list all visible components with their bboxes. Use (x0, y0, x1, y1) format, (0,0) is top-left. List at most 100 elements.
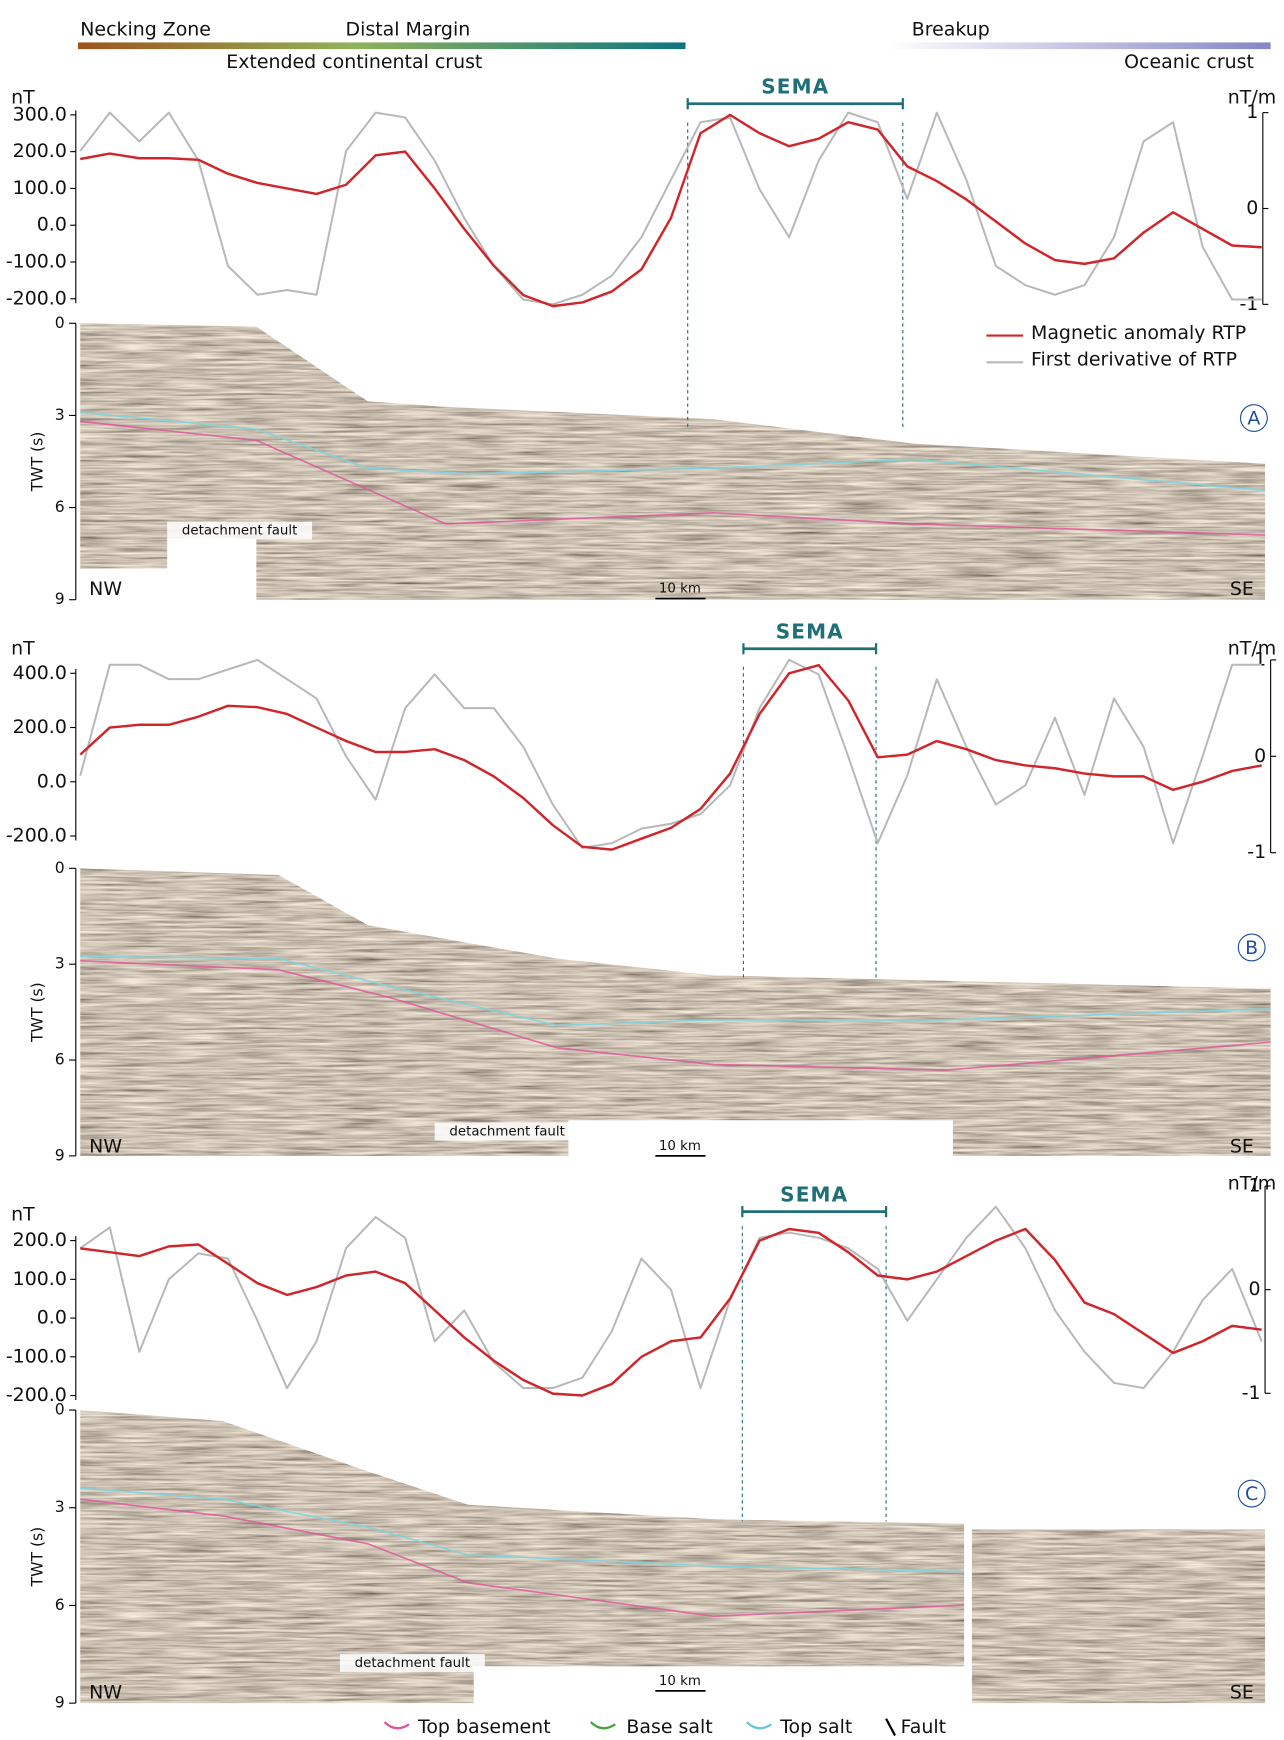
panel-letter: C (1245, 1483, 1258, 1505)
y2-axis-label: nT/m (1228, 637, 1276, 659)
y-tick-label: 200.0 (13, 1229, 67, 1251)
y-tick-label: 3 (55, 406, 65, 424)
direction-label: NW (89, 1135, 122, 1157)
y2-tick-label: 0 (1254, 745, 1266, 767)
series-line (79, 663, 1262, 851)
y2-axis-label: nT/m (1228, 87, 1276, 109)
bottom-legend: Top basement Base salt Top salt Fault (383, 1716, 946, 1738)
panel-letter: A (1247, 408, 1260, 430)
annotation-box (339, 1654, 485, 1672)
y-tick-label: 3 (55, 1498, 65, 1516)
series-line (79, 1205, 1263, 1390)
panel: 0 3 6 9 TWT (s) NW SE 10 km detachment fault SEMA… (6, 75, 1276, 609)
y-tick-label: 300.0 (13, 103, 67, 125)
scale-bar-label: 10 km (659, 1139, 701, 1154)
y-tick-label: 0.0 (37, 1307, 67, 1329)
y-axis-label: TWT (s) (28, 1527, 46, 1588)
y-tick-label: 6 (55, 1051, 65, 1069)
y-tick-label: -100.0 (6, 250, 67, 272)
direction-label: SE (1230, 1135, 1254, 1157)
legend-label: Top salt (779, 1716, 852, 1738)
legend-label: Fault (901, 1716, 946, 1738)
panel-letter-circle (1237, 933, 1266, 962)
y2-tick-label: -1 (1247, 841, 1266, 863)
y-axis-label: nT (11, 1203, 35, 1225)
sema-label: SEMA (780, 1183, 848, 1207)
annotation: detachment fault (355, 1656, 470, 1671)
y-tick-label: 400.0 (13, 662, 67, 684)
panel: 0 3 6 9 TWT (s) NW SE 10 km detachment fault SEMA… (6, 620, 1276, 1165)
header: Necking Zone Distal Margin Breakup Exten… (78, 19, 1271, 73)
y2-tick-label: -1 (1239, 293, 1258, 315)
y-tick-label: 9 (55, 1146, 65, 1164)
y-axis-label: TWT (s) (28, 432, 46, 493)
annotation: detachment fault (182, 524, 297, 539)
y-tick-label: 0 (55, 859, 65, 877)
seismic-image (971, 1529, 1266, 1704)
y-axis-label: nT (11, 87, 35, 109)
y-tick-label: -200.0 (6, 287, 67, 309)
legend-swatch (885, 1718, 896, 1736)
y-tick-label: 200.0 (13, 140, 67, 162)
y-tick-label: 9 (55, 590, 65, 608)
y-tick-label: 0.0 (37, 770, 67, 792)
direction-label: NW (89, 1682, 122, 1704)
continental-bar (78, 42, 686, 50)
y-tick-label: 100.0 (13, 1268, 67, 1290)
y-tick-label: 9 (55, 1694, 65, 1712)
y-tick-label: -100.0 (6, 1345, 67, 1367)
y-axis-label: nT (11, 637, 35, 659)
top-basement-horizon (80, 960, 1271, 1071)
y-tick-label: 200.0 (13, 716, 67, 738)
direction-label: NW (89, 578, 122, 600)
y2-tick-label: 0 (1249, 1278, 1261, 1300)
top-salt-horizon (80, 955, 1271, 1027)
y-tick-label: -200.0 (6, 1384, 67, 1406)
scale-bar-label: 10 km (659, 582, 701, 597)
series-line (80, 1227, 1262, 1397)
zone-label: Distal Margin (346, 19, 471, 41)
annotation: detachment fault (449, 1124, 564, 1139)
y-tick-label: -200.0 (6, 825, 67, 847)
panel-letter-circle (1239, 404, 1268, 432)
direction-label: SE (1230, 1682, 1254, 1704)
sema-label: SEMA (776, 620, 844, 644)
series-line (80, 113, 1262, 308)
annotation-box (434, 1122, 580, 1141)
panel: 0 3 6 9 TWT (s) NW SE 10 km detachment fault SEMA… (6, 1172, 1276, 1711)
sema-label: SEMA (761, 75, 829, 99)
oceanic-bar (886, 42, 1271, 50)
top-basement-horizon (80, 1498, 965, 1618)
zone-label: Necking Zone (80, 19, 211, 41)
legend-swatch (589, 1721, 616, 1730)
y2-tick-label: 0 (1246, 197, 1258, 219)
y-tick-label: 6 (55, 1596, 65, 1614)
y2-tick-label: 1 (1254, 648, 1266, 670)
legend-label: Top basement (417, 1716, 551, 1738)
crust-label: Extended continental crust (226, 51, 482, 73)
top-salt-horizon (80, 1487, 965, 1573)
legend-swatch (383, 1721, 410, 1730)
seismic-image (80, 323, 1266, 600)
y2-tick-label: 1 (1249, 1174, 1261, 1196)
y-tick-label: 0 (55, 1401, 65, 1419)
y2-tick-label: 1 (1246, 101, 1258, 123)
legend-swatch (745, 1721, 772, 1730)
series-line (79, 111, 1262, 306)
legend-label: First derivative of RTP (1031, 349, 1237, 371)
y2-axis-label: nT/m (1228, 1172, 1276, 1194)
y-tick-label: 0.0 (37, 214, 67, 236)
legend-label: Magnetic anomaly RTP (1031, 322, 1246, 344)
series-line (79, 658, 1262, 849)
panel-letter-circle (1237, 1479, 1266, 1508)
y-tick-label: 3 (55, 955, 65, 973)
y-axis-label: TWT (s) (28, 982, 46, 1043)
y-tick-label: 100.0 (13, 177, 67, 199)
annotation-box (167, 521, 313, 540)
top-basement-horizon (80, 420, 1266, 536)
scale-bar-label: 10 km (659, 1674, 701, 1689)
panel-letter: B (1245, 937, 1258, 959)
direction-label: SE (1230, 578, 1254, 600)
seismic-image (80, 868, 1271, 1156)
